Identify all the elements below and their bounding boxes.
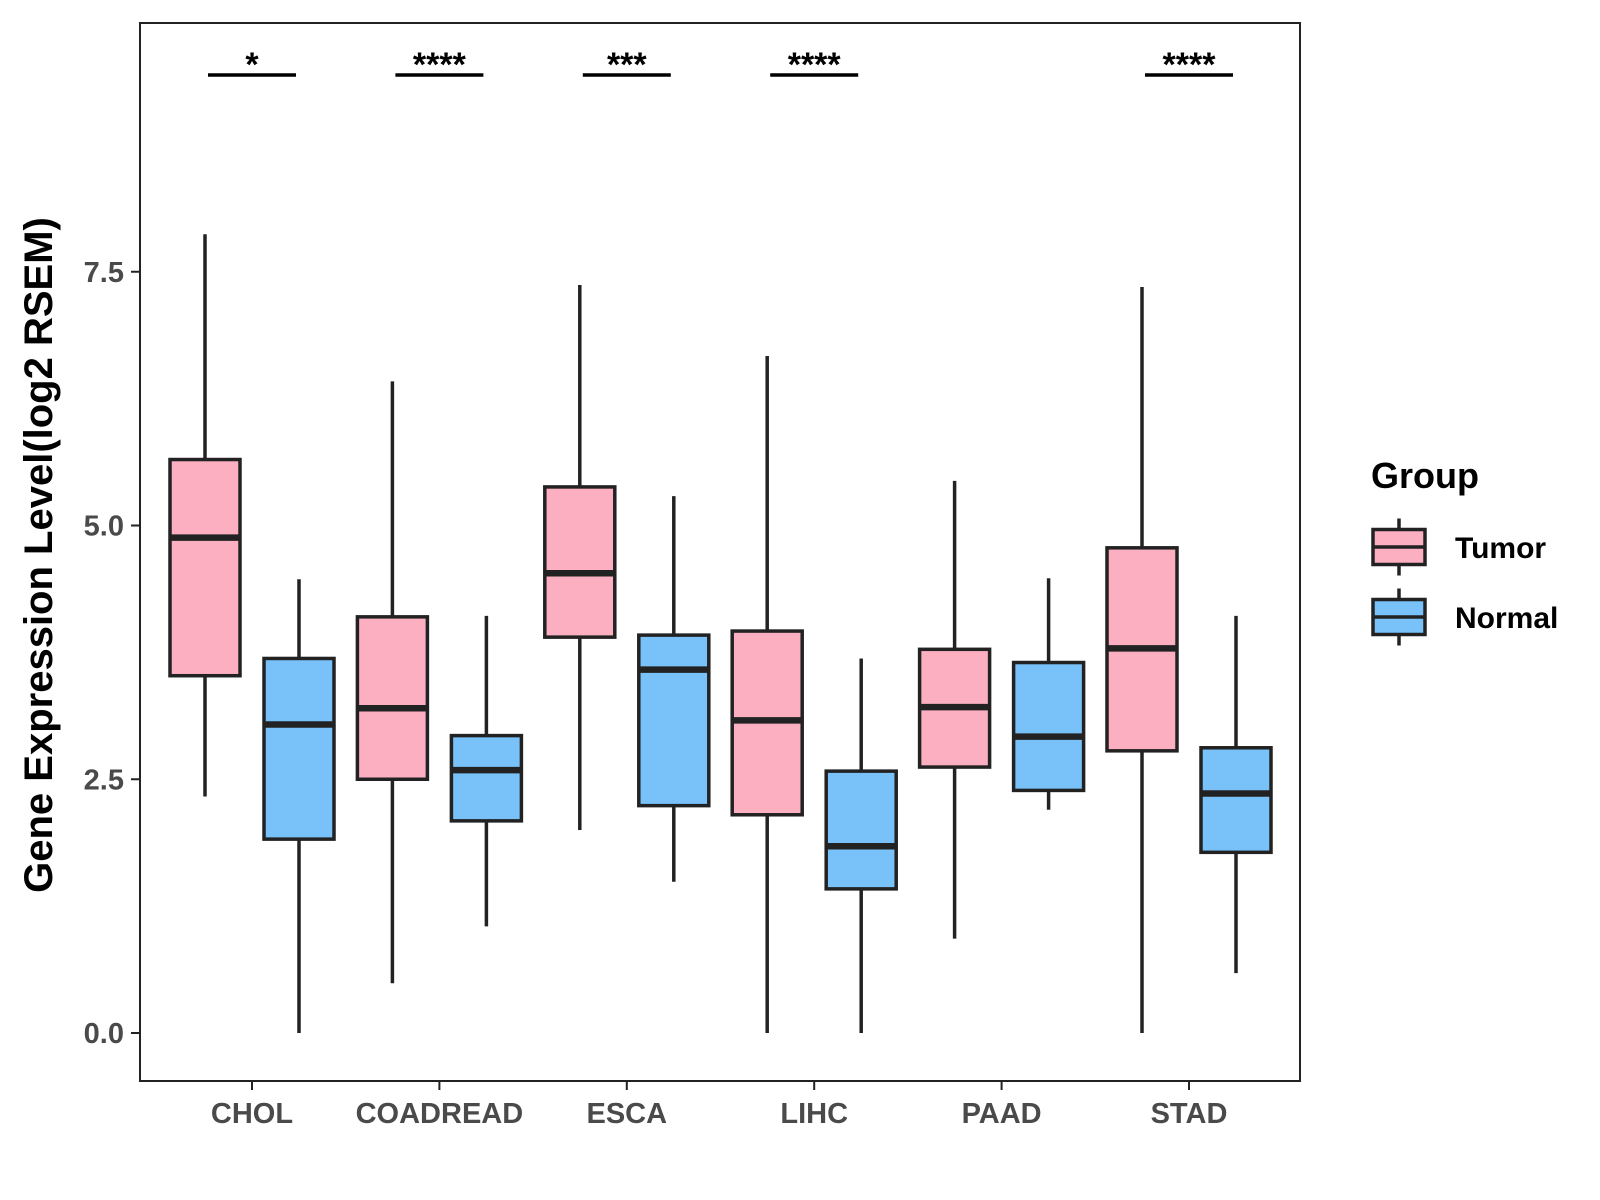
legend-label-tumor: Tumor [1455,532,1546,565]
x-tick-label: LIHC [780,1098,848,1130]
y-tick-label: 7.5 [84,257,124,289]
y-tick-label: 2.5 [84,764,124,796]
box-normal [824,769,898,891]
x-tick-label: PAAD [962,1098,1042,1130]
box-normal [449,733,524,823]
box-tumor [355,615,430,781]
x-tick-label: ESCA [587,1098,668,1130]
box-normal [637,633,711,808]
box-normal [262,656,336,841]
x-tick-label: STAD [1151,1098,1228,1130]
box-tumor [168,457,242,678]
box-tumor [543,485,617,639]
legend-title: Group [1371,455,1479,496]
significance-label: **** [788,46,842,84]
significance-label: **** [1163,46,1217,84]
significance-label: * [245,46,259,84]
legend-label-normal: Normal [1455,602,1558,635]
box-normal [1199,746,1273,855]
y-tick-label: 0.0 [84,1018,124,1050]
plot-area: 0.0 2.5 5.0 7.5 CHOL * COADREAD **** ESCA *** LIHC… [84,22,1301,1130]
legend: Tumor Normal [1371,518,1558,646]
significance-label: **** [413,46,467,84]
panel-border [139,22,1301,1082]
x-tick-label: COADREAD [356,1098,524,1130]
box-normal [1011,660,1086,793]
x-tick-label: CHOL [211,1098,293,1130]
significance-label: *** [607,46,647,84]
y-axis-title: Gene Expression Level(log2 RSEM) [17,217,61,893]
y-tick-label: 5.0 [84,511,124,543]
